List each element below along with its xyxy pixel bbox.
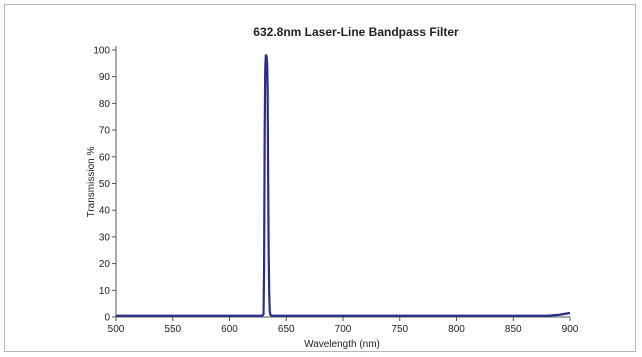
x-tick-label: 850 xyxy=(505,324,522,335)
y-tick-label: 30 xyxy=(99,232,111,243)
y-tick-label: 70 xyxy=(99,126,111,137)
chart-title: 632.8nm Laser-Line Bandpass Filter xyxy=(253,25,459,39)
x-tick-label: 500 xyxy=(108,324,125,335)
y-axis-label: Transmission % xyxy=(86,147,97,218)
chart-frame xyxy=(4,4,636,352)
y-tick-label: 20 xyxy=(99,259,111,270)
y-tick-label: 60 xyxy=(99,152,111,163)
x-tick-label: 550 xyxy=(164,324,181,335)
y-tick-label: 90 xyxy=(99,72,111,83)
x-tick-label: 650 xyxy=(278,324,295,335)
y-tick-label: 80 xyxy=(99,99,111,110)
x-axis-ticks: 500 550 600 650 700 750 800 850 900 xyxy=(108,317,579,335)
y-tick-label: 100 xyxy=(93,46,110,57)
x-tick-label: 600 xyxy=(221,324,238,335)
transmission-curve xyxy=(116,54,571,317)
x-tick-label: 800 xyxy=(448,324,465,335)
y-tick-label: 40 xyxy=(99,206,111,217)
y-tick-label: 50 xyxy=(99,179,111,190)
x-tick-label: 900 xyxy=(562,324,579,335)
y-tick-label: 0 xyxy=(104,313,110,324)
x-tick-label: 700 xyxy=(335,324,352,335)
x-axis-label: Wavelength (nm) xyxy=(304,339,380,350)
y-axis-ticks: 0 10 20 30 40 50 60 70 80 90 100 xyxy=(93,46,116,324)
y-tick-label: 10 xyxy=(99,286,111,297)
x-tick-label: 750 xyxy=(391,324,408,335)
